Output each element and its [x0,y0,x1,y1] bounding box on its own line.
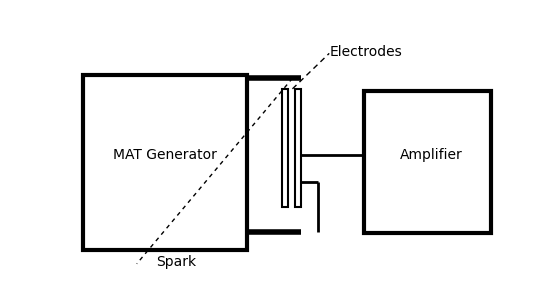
Text: Electrodes: Electrodes [329,45,402,59]
Bar [282,89,288,207]
Text: MAT Generator: MAT Generator [113,148,217,162]
Bar [364,91,492,233]
Bar [295,89,301,207]
Text: Spark: Spark [156,255,196,269]
Text: Amplifier: Amplifier [400,148,462,162]
Bar [83,75,247,250]
